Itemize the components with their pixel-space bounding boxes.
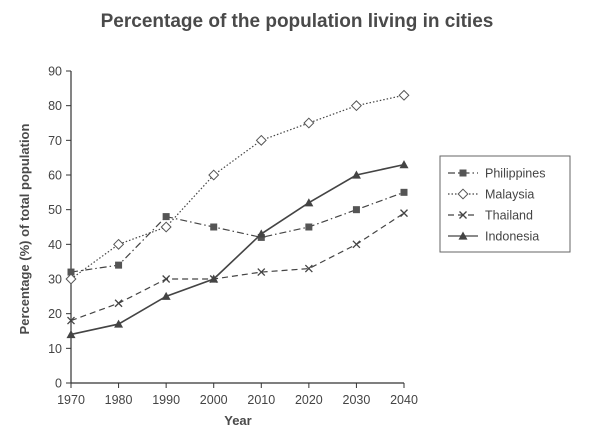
series-line-malaysia: [70, 94, 405, 280]
data-point-indonesia: [114, 319, 124, 328]
x-tick-label: 2000: [200, 393, 228, 407]
series-malaysia: [65, 89, 410, 285]
data-point-philippines: [67, 268, 75, 276]
legend-item-malaysia: Malaysia: [448, 188, 534, 202]
legend-item-indonesia: Indonesia: [448, 230, 539, 244]
series-line-thailand: [70, 212, 405, 322]
x-tick-label: 2030: [343, 393, 371, 407]
data-point-thailand: [257, 268, 266, 277]
series-indonesia: [66, 160, 409, 339]
data-point-indonesia: [161, 291, 171, 300]
legend-item-philippines: Philippines: [448, 167, 545, 181]
x-tick-label: 2040: [390, 393, 418, 407]
x-axis-ticks: 1970 1980 1990 2000 2010 2020 2030 2040: [57, 383, 418, 407]
y-tick-label: 50: [48, 203, 62, 217]
data-point-thailand: [400, 209, 408, 218]
x-tick-label: 2010: [247, 393, 275, 407]
legend-marker-malaysia: [457, 188, 469, 200]
data-point-philippines: [305, 223, 313, 231]
x-tick-label: 1980: [105, 393, 133, 407]
legend: Philippines Malaysia Thailand Indonesia: [439, 155, 571, 253]
data-point-thailand: [67, 316, 75, 325]
legend-marker-indonesia: [458, 231, 468, 240]
data-point-philippines: [115, 261, 123, 269]
data-point-indonesia: [66, 329, 76, 339]
data-point-thailand: [352, 240, 361, 249]
data-point-malaysia: [398, 89, 410, 101]
chart-title: Percentage of the population living in c…: [101, 11, 494, 32]
data-point-philippines: [400, 188, 408, 196]
legend-label-thailand: Thailand: [485, 209, 533, 223]
y-tick-label: 40: [48, 238, 62, 252]
data-point-philippines: [352, 206, 360, 214]
data-point-malaysia: [350, 100, 362, 112]
data-point-malaysia: [208, 169, 220, 181]
data-point-thailand: [162, 275, 171, 283]
y-tick-label: 0: [55, 377, 62, 391]
data-point-indonesia: [256, 229, 266, 238]
legend-item-thailand: Thailand: [448, 209, 533, 223]
y-tick-label: 20: [48, 307, 62, 321]
data-point-malaysia: [255, 134, 267, 146]
data-point-philippines: [162, 213, 170, 221]
y-axis-label: Percentage (%) of total population: [17, 123, 32, 334]
y-tick-label: 60: [48, 169, 62, 183]
data-point-malaysia: [65, 273, 77, 285]
x-tick-label: 2020: [295, 393, 323, 407]
legend-label-indonesia: Indonesia: [485, 230, 539, 244]
data-point-indonesia: [351, 170, 361, 179]
y-tick-label: 30: [48, 273, 62, 287]
y-axis-ticks: 0 10 20 30 40 50 60 70 80 90: [48, 65, 71, 391]
series-line-philippines: [70, 191, 405, 273]
y-tick-label: 80: [48, 99, 62, 113]
data-point-malaysia: [113, 238, 125, 250]
y-tick-label: 10: [48, 342, 62, 356]
series-philippines: [67, 188, 408, 276]
legend-label-malaysia: Malaysia: [485, 188, 534, 202]
data-point-philippines: [210, 223, 218, 231]
data-point-malaysia: [160, 221, 172, 233]
data-point-indonesia: [304, 198, 314, 207]
y-tick-label: 90: [48, 65, 62, 79]
legend-marker-philippines: [459, 169, 467, 177]
y-tick-label: 70: [48, 134, 62, 148]
x-tick-label: 1990: [152, 393, 180, 407]
data-point-thailand: [304, 264, 313, 273]
series-layer: [65, 89, 410, 339]
data-point-thailand: [114, 299, 123, 308]
legend-marker-thailand: [459, 211, 467, 219]
data-point-indonesia: [209, 274, 219, 283]
series-line-indonesia: [70, 163, 405, 336]
data-point-indonesia: [399, 160, 409, 169]
x-axis-label: Year: [224, 413, 251, 428]
x-tick-label: 1970: [57, 393, 85, 407]
axes: [70, 71, 404, 384]
data-point-malaysia: [303, 117, 315, 129]
legend-label-philippines: Philippines: [485, 167, 545, 181]
